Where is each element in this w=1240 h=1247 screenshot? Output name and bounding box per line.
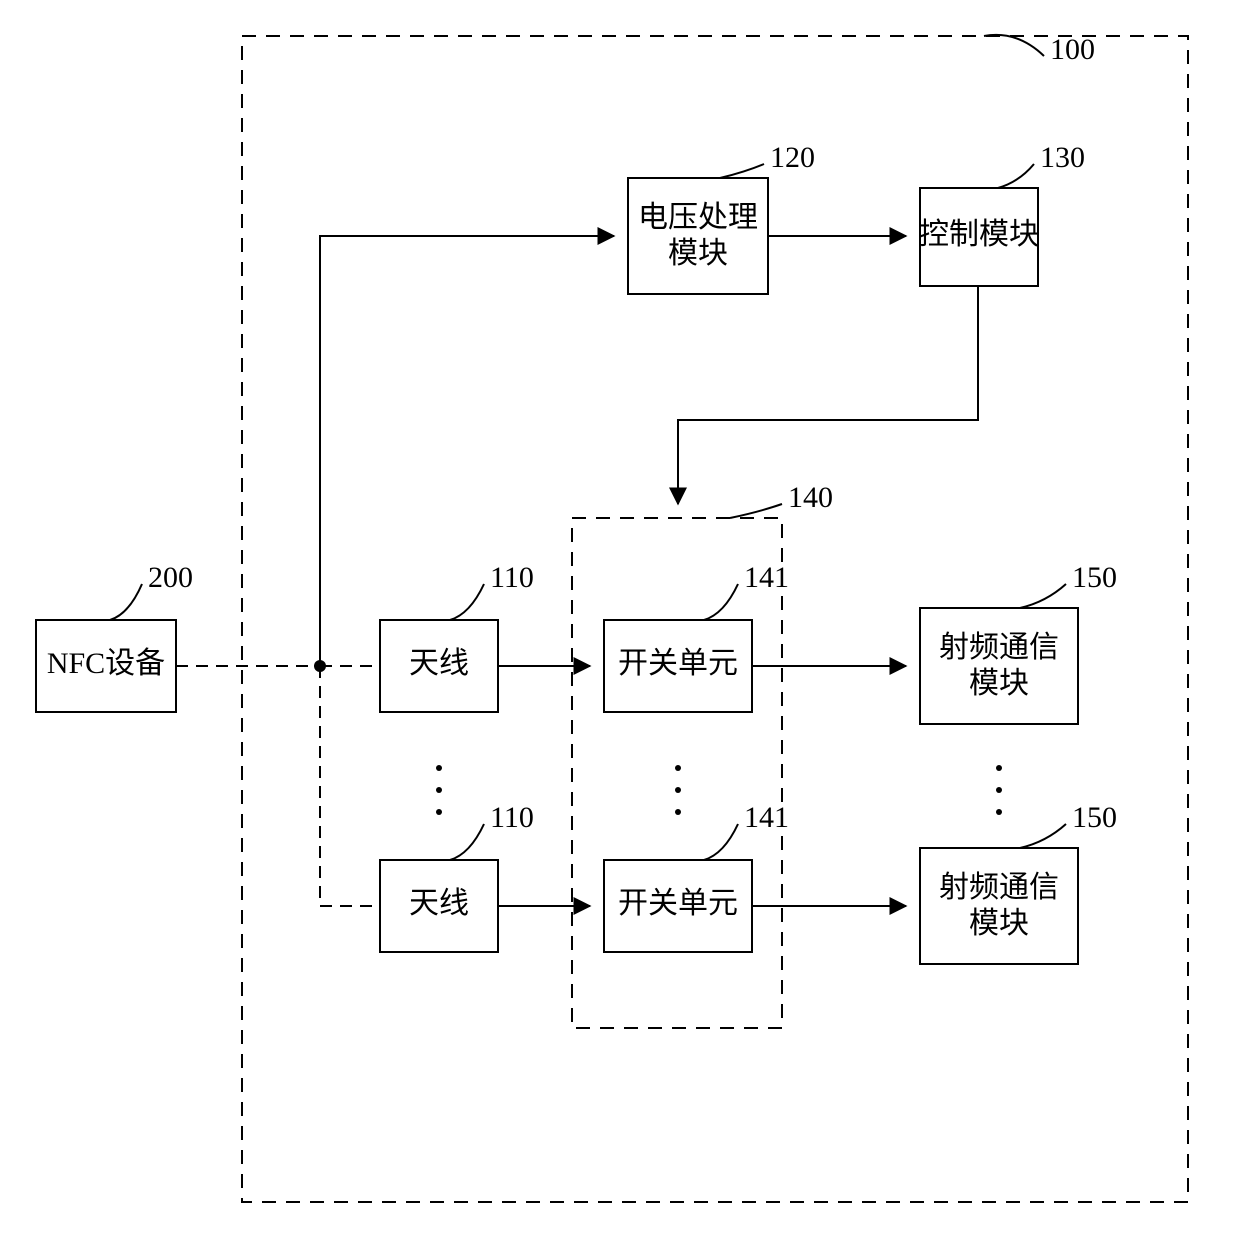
svg-text:110: 110 [490, 561, 534, 594]
svg-text:天线: 天线 [409, 647, 469, 680]
svg-text:200: 200 [148, 561, 193, 594]
svg-text:开关单元: 开关单元 [618, 647, 738, 680]
svg-text:130: 130 [1040, 141, 1085, 174]
svg-text:NFC设备: NFC设备 [47, 647, 165, 680]
svg-text:110: 110 [490, 801, 534, 834]
svg-text:120: 120 [770, 141, 815, 174]
svg-text:射频通信: 射频通信 [939, 871, 1059, 904]
svg-text:150: 150 [1072, 801, 1117, 834]
svg-text:141: 141 [744, 801, 789, 834]
svg-text:140: 140 [788, 481, 833, 514]
svg-text:电压处理: 电压处理 [638, 201, 758, 234]
svg-text:模块: 模块 [668, 237, 728, 270]
svg-text:模块: 模块 [969, 907, 1029, 940]
svg-text:150: 150 [1072, 561, 1117, 594]
svg-text:开关单元: 开关单元 [618, 887, 738, 920]
svg-text:天线: 天线 [409, 887, 469, 920]
svg-text:控制模块: 控制模块 [919, 218, 1039, 251]
svg-text:模块: 模块 [969, 667, 1029, 700]
block-diagram: 100140NFC设备200电压处理模块120控制模块130天线110天线110… [0, 0, 1240, 1247]
svg-text:141: 141 [744, 561, 789, 594]
svg-text:射频通信: 射频通信 [939, 631, 1059, 664]
svg-text:100: 100 [1050, 33, 1095, 66]
